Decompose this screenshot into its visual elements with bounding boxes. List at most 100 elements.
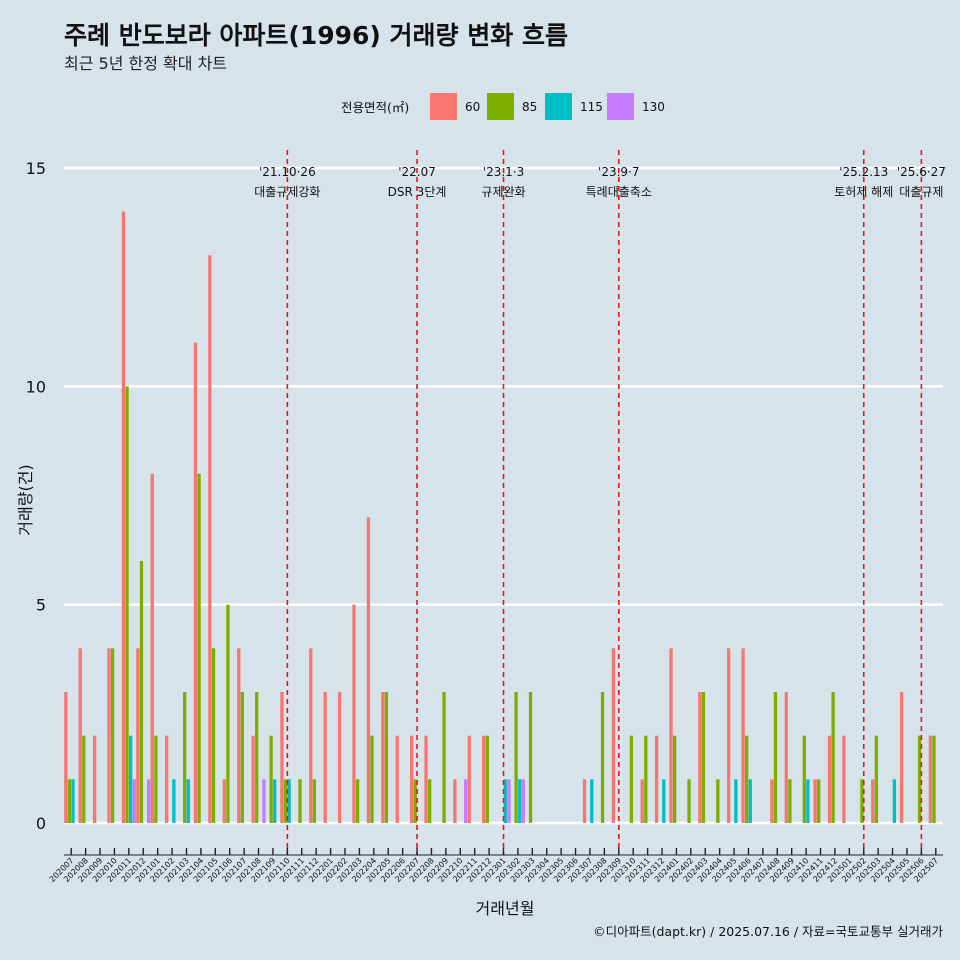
bar-85-202108 xyxy=(255,692,259,823)
bar-85-202010 xyxy=(110,648,115,823)
legend-label-130: 130 xyxy=(642,100,665,114)
event-lines: '21.10·26 대출규제강화 '22.07 DSR 3단계 '23.1·3 규제완화 '… xyxy=(254,150,946,855)
bar-60-202408 xyxy=(770,779,774,823)
bar-85-202302 xyxy=(514,692,518,823)
bar-85-202403 xyxy=(701,692,706,823)
bar-60-202102 xyxy=(165,735,169,823)
bar-60-202411 xyxy=(813,779,817,823)
bar-60-202311 xyxy=(640,779,644,823)
bar-60-202104 xyxy=(193,342,198,823)
bar-60-202406 xyxy=(741,648,745,823)
bar-85-202404 xyxy=(716,779,720,823)
bar-85-202406 xyxy=(745,735,749,823)
event-label-202207: DSR 3단계 xyxy=(388,185,447,199)
bar-85-202311 xyxy=(644,735,648,823)
event-date-202502: '25.2.13 xyxy=(839,165,888,179)
bar-85-202104 xyxy=(197,473,201,823)
bar-85-202110 xyxy=(283,779,288,823)
bar-85-202209 xyxy=(442,692,446,823)
y-axis: 0 5 10 15 xyxy=(26,159,46,833)
bar-85-202410 xyxy=(802,735,806,823)
bar-85-202011 xyxy=(125,386,129,823)
bar-60-202108 xyxy=(251,735,255,823)
bar-85-202502 xyxy=(860,779,864,823)
bar-60-202405 xyxy=(727,648,731,823)
event-date-202301: '23.1·3 xyxy=(483,165,524,179)
bar-60-202307 xyxy=(582,779,587,823)
bar-85-202402 xyxy=(687,779,691,823)
bar-60-202503 xyxy=(871,779,875,823)
bar-60-202112 xyxy=(309,648,313,823)
bar-60-202505 xyxy=(899,692,904,823)
bar-60-202507 xyxy=(928,735,933,823)
bar-115-202103 xyxy=(186,779,190,823)
bar-60-202101 xyxy=(150,473,154,823)
bar-115-202307 xyxy=(590,779,594,823)
legend-key-85 xyxy=(487,93,514,120)
bar-60-202206 xyxy=(395,735,399,823)
legend-label-85: 85 xyxy=(522,100,537,114)
bar-130-202108 xyxy=(262,779,266,823)
bar-60-202012 xyxy=(136,648,140,823)
bar-60-202007 xyxy=(64,692,68,823)
bar-115-202102 xyxy=(172,779,176,823)
legend-key-115 xyxy=(545,93,572,120)
bar-115-202406 xyxy=(748,779,752,823)
bar-85-202208 xyxy=(427,779,432,823)
bar-60-202107 xyxy=(237,648,241,823)
bar-130-202012 xyxy=(147,779,151,823)
event-label-202110: 대출규제강화 xyxy=(254,185,320,199)
event-label-202502: 토허제 해제 xyxy=(834,185,893,199)
bar-60-202009 xyxy=(92,735,97,823)
chart-title: 주례 반도보라 아파트(1996) 거래량 변화 흐름 xyxy=(64,21,568,50)
bar-85-202109 xyxy=(269,735,273,823)
chart-subtitle: 최근 5년 한정 확대 차트 xyxy=(64,54,227,73)
event-date-202207: '22.07 xyxy=(398,165,436,179)
bar-85-202401 xyxy=(672,735,677,823)
bar-115-202110 xyxy=(287,779,291,823)
y-tick-label-0: 0 xyxy=(36,814,46,833)
bar-60-202208 xyxy=(424,735,428,823)
bar-60-202011 xyxy=(121,211,126,823)
bar-60-202008 xyxy=(78,648,82,823)
bar-85-202112 xyxy=(312,779,317,823)
legend-key-130 xyxy=(607,93,634,120)
bar-60-202105 xyxy=(208,255,212,824)
bar-85-202503 xyxy=(874,735,879,823)
bars xyxy=(64,211,936,824)
bar-85-202303 xyxy=(528,692,533,823)
bar-85-202506 xyxy=(917,735,922,823)
bar-85-202111 xyxy=(298,779,302,823)
event-label-202506: 대출규제 xyxy=(899,185,943,199)
event-label-202301: 규제완화 xyxy=(481,185,525,199)
bar-85-202212 xyxy=(485,735,489,823)
bar-60-202409 xyxy=(784,692,788,823)
bar-115-202007 xyxy=(71,779,75,823)
event-date-202110: '21.10·26 xyxy=(259,165,316,179)
legend-title: 전용면적(㎡) xyxy=(341,100,409,115)
bar-115-202405 xyxy=(734,779,738,823)
bar-85-202204 xyxy=(370,735,374,823)
bar-60-202501 xyxy=(842,735,846,823)
bar-85-202008 xyxy=(82,735,86,823)
y-tick-label-10: 10 xyxy=(26,377,46,396)
bar-60-202010 xyxy=(107,648,111,823)
event-date-202506: '25.6·27 xyxy=(897,165,946,179)
bar-60-202312 xyxy=(654,735,659,823)
event-label-202309: 특례대출축소 xyxy=(586,185,652,199)
bar-60-202110 xyxy=(280,692,284,823)
bar-115-202302 xyxy=(518,779,522,823)
bar-115-202301 xyxy=(503,779,507,823)
bar-60-202412 xyxy=(827,735,832,823)
bar-85-202507 xyxy=(932,735,936,823)
bar-85-202103 xyxy=(183,692,187,823)
bar-85-202105 xyxy=(211,648,216,823)
bar-85-202308 xyxy=(600,692,605,823)
bar-115-202011 xyxy=(128,735,133,823)
bar-85-202203 xyxy=(355,779,360,823)
bar-60-202207 xyxy=(409,735,414,823)
bar-60-202202 xyxy=(337,692,342,823)
bar-60-202106 xyxy=(222,779,226,823)
legend-key-60 xyxy=(430,93,457,120)
